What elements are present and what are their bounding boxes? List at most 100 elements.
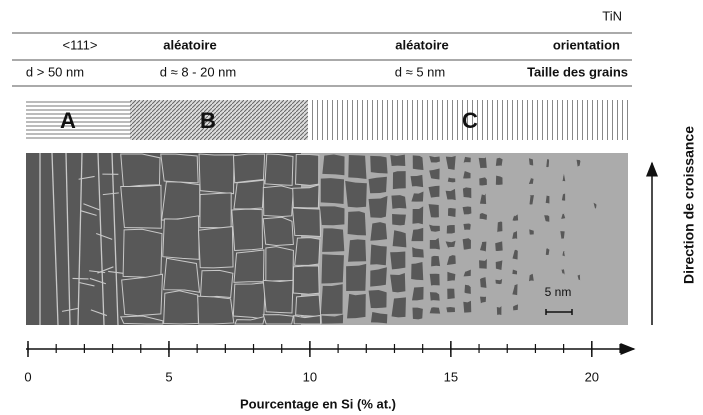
grain [234, 315, 266, 325]
grain [322, 228, 345, 252]
grain [390, 251, 406, 270]
grain [321, 254, 344, 284]
grain [529, 229, 534, 235]
grain [163, 257, 201, 293]
grain-size-label: d > 50 nm [26, 64, 84, 79]
x-tick-label: 5 [165, 369, 172, 384]
grain [320, 284, 343, 315]
grains [26, 152, 597, 326]
grain [411, 191, 424, 202]
grain-boundary [97, 152, 105, 326]
grain [160, 153, 199, 184]
grain [119, 315, 164, 325]
grain [429, 237, 440, 250]
grain [262, 314, 294, 325]
grain [447, 177, 456, 183]
grain [370, 222, 388, 241]
grain [463, 269, 471, 277]
grain [513, 304, 518, 311]
grain [462, 187, 472, 199]
grain [462, 238, 471, 250]
grain [561, 269, 566, 275]
grain [546, 159, 550, 168]
grain [478, 157, 487, 169]
grain [392, 171, 406, 190]
grain [319, 206, 345, 226]
grain [391, 195, 407, 209]
grain [429, 155, 440, 163]
grain [347, 211, 366, 236]
grain [370, 244, 387, 266]
grain [161, 181, 201, 221]
growth-direction: Direction de croissance [681, 126, 697, 284]
grain [412, 155, 424, 170]
grain [429, 224, 440, 232]
grain [233, 249, 265, 283]
grain [322, 154, 345, 176]
grain [320, 178, 345, 204]
grain [163, 290, 199, 325]
grain [445, 240, 456, 248]
grain [464, 284, 471, 294]
grain-boundary [111, 152, 119, 326]
grain-size-label: d ≈ 5 nm [395, 64, 446, 79]
grain-boundary [97, 266, 114, 274]
grain [431, 255, 441, 267]
zone-label: A [60, 108, 76, 133]
grain [429, 168, 440, 180]
axis-ticks: 0 5 10 15 20 [24, 341, 621, 384]
grain [348, 239, 367, 262]
grain [321, 314, 344, 324]
grain [199, 192, 232, 229]
grain [231, 208, 263, 252]
grain [446, 224, 455, 234]
x-tick-label: 0 [24, 369, 31, 384]
zone-band [308, 100, 628, 140]
grain [593, 202, 597, 210]
grain [346, 263, 367, 292]
grain-boundary [78, 281, 95, 287]
grain [198, 153, 235, 195]
grain [497, 221, 503, 233]
grain [577, 274, 581, 281]
grain-boundary [108, 270, 125, 274]
grain [197, 295, 235, 325]
grain [512, 284, 518, 296]
grain [561, 213, 566, 219]
scale-bar [545, 309, 573, 315]
grain-boundary [89, 277, 107, 285]
grain [368, 195, 388, 218]
grain [479, 213, 488, 220]
grain [411, 227, 424, 242]
grain [121, 273, 164, 317]
grain [199, 269, 234, 299]
grain [528, 158, 534, 166]
zone-band [130, 100, 308, 140]
grain-boundary [96, 232, 113, 240]
x-tick-label: 20 [585, 369, 599, 384]
grain [390, 272, 406, 293]
grain [446, 307, 455, 313]
grain-boundary [61, 307, 79, 312]
grain [562, 173, 566, 182]
grain [233, 179, 265, 210]
grain [295, 153, 320, 186]
grain [479, 177, 487, 186]
grain [347, 293, 366, 319]
grain [348, 155, 367, 179]
grain [412, 286, 424, 301]
grain [262, 185, 294, 218]
row-title: orientation [553, 37, 620, 52]
grain [479, 258, 487, 269]
grain [495, 175, 503, 185]
grain-boundary [83, 203, 100, 211]
grain [411, 262, 424, 281]
grain [445, 155, 456, 170]
grain [463, 300, 472, 313]
row-title: Taille des grains [527, 64, 628, 79]
grain [232, 153, 266, 184]
grain-boundary [80, 210, 97, 216]
grain [463, 171, 471, 179]
grain [370, 312, 388, 324]
